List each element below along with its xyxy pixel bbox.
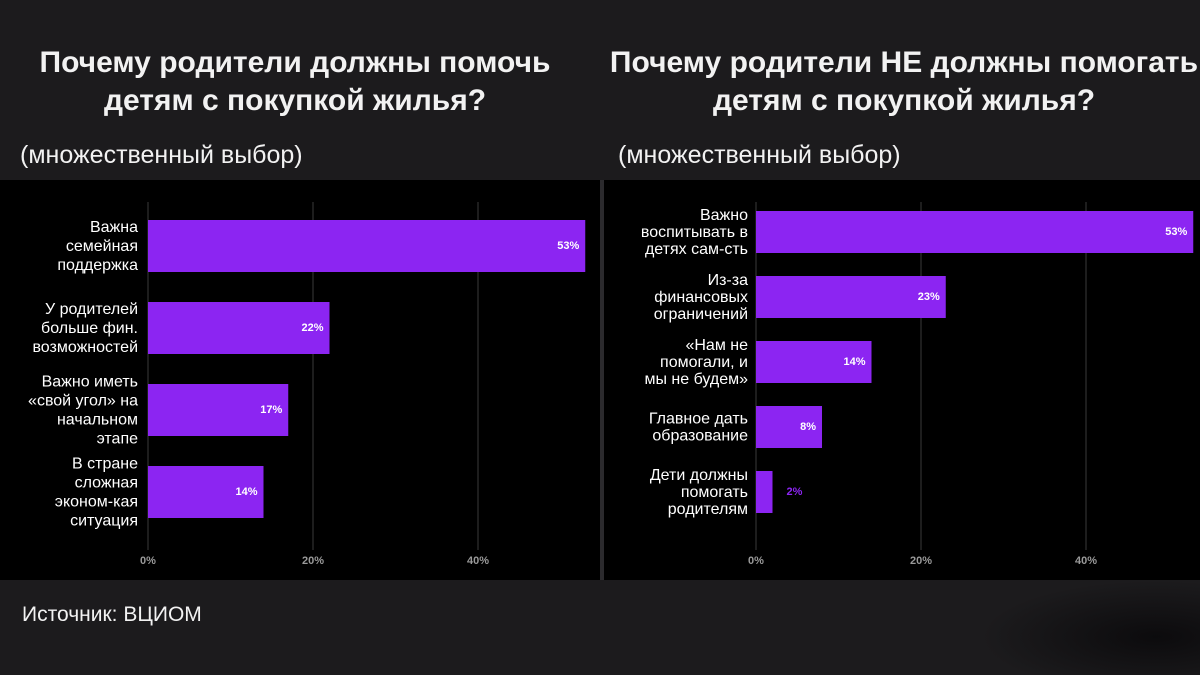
right-bar-chart: 53% Важно воспитывать в детях сам-сть 23% Из-… bbox=[641, 202, 1194, 567]
category-label-1: Из-за финансовых ограничений bbox=[654, 272, 748, 323]
data-label-3: 14% bbox=[235, 486, 257, 498]
bar-0 bbox=[148, 220, 586, 272]
x-tick-label-0: 0% bbox=[140, 555, 156, 567]
corner-shadow bbox=[980, 580, 1200, 675]
data-label-4: 2% bbox=[787, 486, 803, 498]
x-tick-label-40: 40% bbox=[467, 555, 489, 567]
left-chart-title: Почему родители должны помочь детям с по… bbox=[39, 46, 551, 117]
category-label-2: «Нам не помогали, и мы не будем» bbox=[644, 337, 748, 388]
bar-0 bbox=[756, 211, 1194, 253]
bar-3 bbox=[756, 406, 822, 448]
data-label-2: 17% bbox=[260, 404, 282, 416]
data-label-3: 8% bbox=[800, 421, 816, 433]
right-chart-panel: 53% Важно воспитывать в детях сам-сть 23% Из-… bbox=[604, 180, 1200, 580]
left-chart-subtitle: (множественный выбор) bbox=[20, 141, 303, 169]
category-label-1: У родителей больше фин. возможностей bbox=[32, 301, 138, 356]
data-label-1: 23% bbox=[918, 291, 940, 303]
right-chart-title: Почему родители НЕ должны помогать детям… bbox=[609, 46, 1199, 117]
x-tick-label-40: 40% bbox=[1075, 555, 1097, 567]
category-label-0: Важна семейная поддержка bbox=[57, 219, 138, 274]
data-label-1: 22% bbox=[301, 322, 323, 334]
bar-4 bbox=[756, 471, 773, 513]
bar-2 bbox=[756, 341, 872, 383]
x-tick-label-20: 20% bbox=[302, 555, 324, 567]
data-label-2: 14% bbox=[843, 356, 865, 368]
category-label-3: В стране сложная эконом-кая ситуация bbox=[55, 456, 138, 530]
category-label-0: Важно воспитывать в детях сам-сть bbox=[641, 207, 748, 258]
category-label-2: Важно иметь «свой угол» на начальном этапе bbox=[28, 374, 138, 448]
source-note: Источник: ВЦИОМ bbox=[22, 603, 202, 626]
bar-1 bbox=[148, 302, 330, 354]
left-chart-panel: 53% Важна семейная поддержка 22% У родителей б… bbox=[0, 180, 600, 580]
category-label-4: Дети должны помогать родителям bbox=[650, 467, 748, 518]
bar-1 bbox=[756, 276, 946, 318]
data-label-0: 53% bbox=[1165, 226, 1187, 238]
category-label-3: Главное дать образование bbox=[649, 411, 748, 445]
bar-2 bbox=[148, 384, 289, 436]
bar-3 bbox=[148, 466, 264, 518]
left-bar-chart: 53% Важна семейная поддержка 22% У родителей б… bbox=[28, 202, 586, 567]
x-tick-label-20: 20% bbox=[910, 555, 932, 567]
data-label-0: 53% bbox=[557, 240, 579, 252]
right-chart-subtitle: (множественный выбор) bbox=[618, 141, 901, 169]
panel-divider bbox=[600, 180, 604, 580]
x-tick-label-0: 0% bbox=[748, 555, 764, 567]
